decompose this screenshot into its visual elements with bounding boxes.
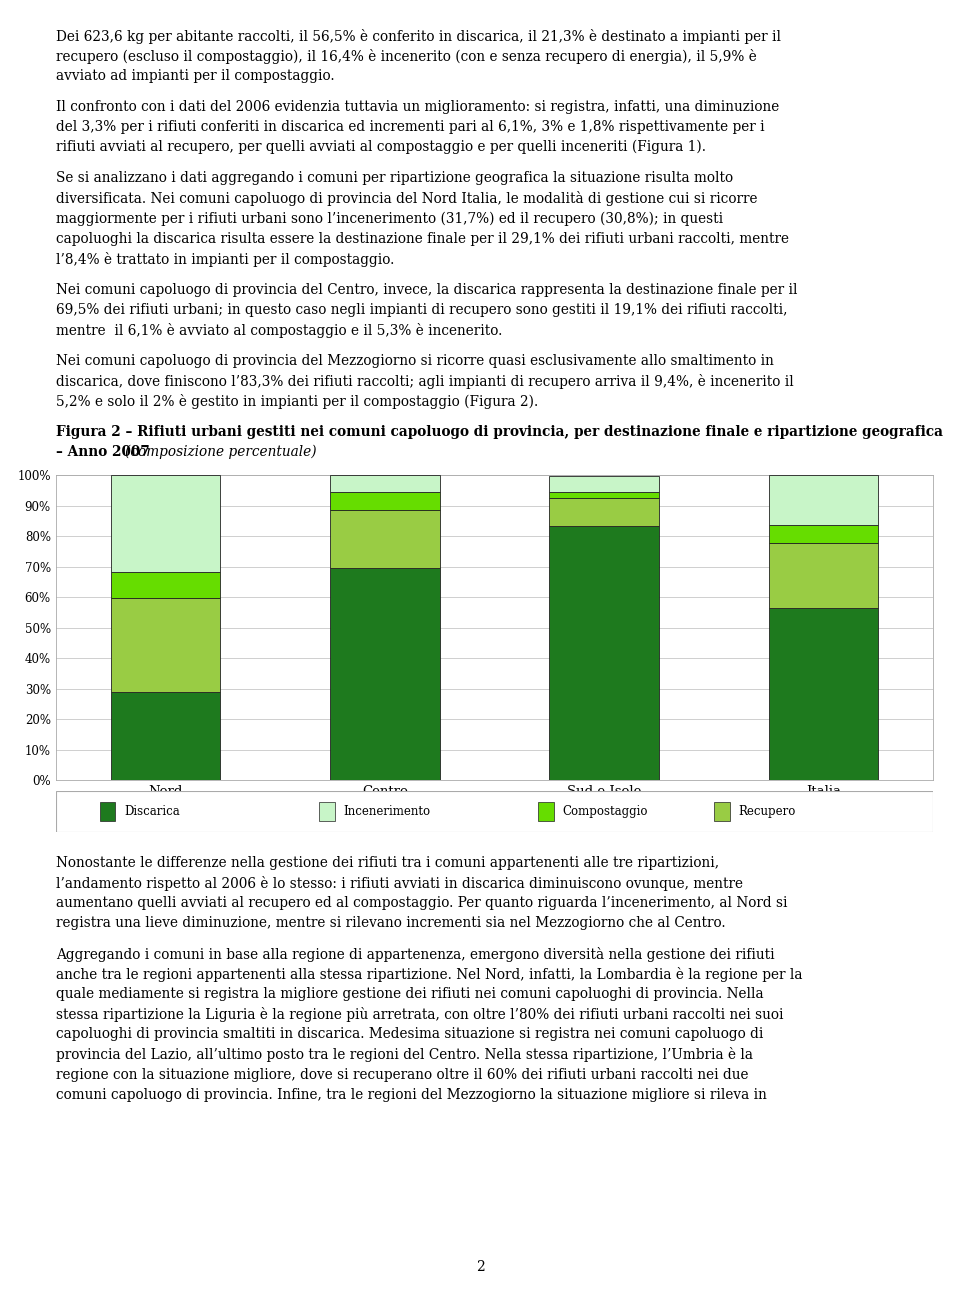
Text: recupero (escluso il compostaggio), il 16,4% è incenerito (con e senza recupero : recupero (escluso il compostaggio), il 1… [56,49,756,64]
Text: Dei 623,6 kg per abitante raccolti, il 56,5% è conferito in discarica, il 21,3% : Dei 623,6 kg per abitante raccolti, il 5… [56,29,780,44]
Text: quale mediamente si registra la migliore gestione dei rifiuti nei comuni capoluo: quale mediamente si registra la migliore… [56,987,763,1001]
Bar [110,572,220,598]
Text: Recupero: Recupero [738,805,796,818]
Text: Discarica: Discarica [124,805,180,818]
Bar [110,476,220,572]
Bar [769,475,878,525]
Text: Aggregando i comuni in base alla regione di appartenenza, emergono diversità nel: Aggregando i comuni in base alla regione… [56,947,775,962]
Text: 69,5% dei rifiuti urbani; in questo caso negli impianti di recupero sono gestiti: 69,5% dei rifiuti urbani; in questo caso… [56,303,787,316]
Text: del 3,3% per i rifiuti conferiti in discarica ed incrementi pari al 6,1%, 3% e 1: del 3,3% per i rifiuti conferiti in disc… [56,121,764,134]
Text: registra una lieve diminuzione, mentre si rilevano incrementi sia nel Mezzogiorn: registra una lieve diminuzione, mentre s… [56,916,726,930]
Text: l’andamento rispetto al 2006 è lo stesso: i rifiuti avviati in discarica diminui: l’andamento rispetto al 2006 è lo stesso… [56,875,743,891]
Bar [769,543,878,608]
Bar [319,802,335,821]
Text: – Anno 2007: – Anno 2007 [56,445,155,459]
Bar [769,525,878,543]
Text: comuni capoluogo di provincia. Infine, tra le regioni del Mezzogiorno la situazi: comuni capoluogo di provincia. Infine, t… [56,1088,766,1101]
Text: rifiuti avviati al recupero, per quelli avviati al compostaggio e per quelli inc: rifiuti avviati al recupero, per quelli … [56,140,706,154]
Text: Nonostante le differenze nella gestione dei rifiuti tra i comuni appartenenti al: Nonostante le differenze nella gestione … [56,856,719,869]
Bar [110,598,220,691]
Text: Nei comuni capoluogo di provincia del Mezzogiorno si ricorre quasi esclusivament: Nei comuni capoluogo di provincia del Me… [56,354,774,368]
Text: avviato ad impianti per il compostaggio.: avviato ad impianti per il compostaggio. [56,69,334,83]
Bar [110,691,220,781]
Text: maggiormente per i rifiuti urbani sono l’incenerimento (31,7%) ed il recupero (3: maggiormente per i rifiuti urbani sono l… [56,211,723,226]
Text: provincia del Lazio, all’ultimo posto tra le regioni del Centro. Nella stessa ri: provincia del Lazio, all’ultimo posto tr… [56,1048,753,1062]
Text: capoluoghi di provincia smaltiti in discarica. Medesima situazione si registra n: capoluoghi di provincia smaltiti in disc… [56,1027,763,1041]
Text: Il confronto con i dati del 2006 evidenzia tuttavia un miglioramento: si registr: Il confronto con i dati del 2006 evidenz… [56,100,779,114]
Bar [330,492,440,510]
Bar [549,476,659,492]
Text: discarica, dove finiscono l’83,3% dei rifiuti raccolti; agli impianti di recuper: discarica, dove finiscono l’83,3% dei ri… [56,375,793,389]
Bar [769,608,878,781]
Text: 2: 2 [475,1259,485,1274]
Bar [549,527,659,781]
Text: anche tra le regioni appartenenti alla stessa ripartizione. Nel Nord, infatti, l: anche tra le regioni appartenenti alla s… [56,968,803,982]
Text: Compostaggio: Compostaggio [563,805,648,818]
Bar [330,568,440,781]
Text: regione con la situazione migliore, dove si recuperano oltre il 60% dei rifiuti : regione con la situazione migliore, dove… [56,1067,748,1082]
Text: stessa ripartizione la Liguria è la regione più arretrata, con oltre l’80% dei r: stessa ripartizione la Liguria è la regi… [56,1008,783,1022]
Bar [549,498,659,527]
Text: Figura 2 – Rifiuti urbani gestiti nei comuni capoluogo di provincia, per destina: Figura 2 – Rifiuti urbani gestiti nei co… [56,425,943,438]
Text: capoluoghi la discarica risulta essere la destinazione finale per il 29,1% dei r: capoluoghi la discarica risulta essere l… [56,232,789,245]
Text: Se si analizzano i dati aggregando i comuni per ripartizione geografica la situa: Se si analizzano i dati aggregando i com… [56,171,732,185]
Bar [713,802,730,821]
Bar [330,476,440,492]
Text: (composizione percentuale): (composizione percentuale) [125,445,317,459]
Bar [330,510,440,568]
Bar [549,492,659,498]
Text: diversificata. Nei comuni capoluogo di provincia del Nord Italia, le modalità di: diversificata. Nei comuni capoluogo di p… [56,192,757,206]
Bar [100,802,115,821]
Bar [539,802,554,821]
FancyBboxPatch shape [56,791,933,833]
Text: mentre  il 6,1% è avviato al compostaggio e il 5,3% è incenerito.: mentre il 6,1% è avviato al compostaggio… [56,323,502,339]
Text: Incenerimento: Incenerimento [344,805,431,818]
Text: l’8,4% è trattato in impianti per il compostaggio.: l’8,4% è trattato in impianti per il com… [56,252,394,267]
Text: Nei comuni capoluogo di provincia del Centro, invece, la discarica rappresenta l: Nei comuni capoluogo di provincia del Ce… [56,283,797,297]
Text: aumentano quelli avviati al recupero ed al compostaggio. Per quanto riguarda l’i: aumentano quelli avviati al recupero ed … [56,896,787,909]
Text: 5,2% e solo il 2% è gestito in impianti per il compostaggio (Figura 2).: 5,2% e solo il 2% è gestito in impianti … [56,394,538,410]
